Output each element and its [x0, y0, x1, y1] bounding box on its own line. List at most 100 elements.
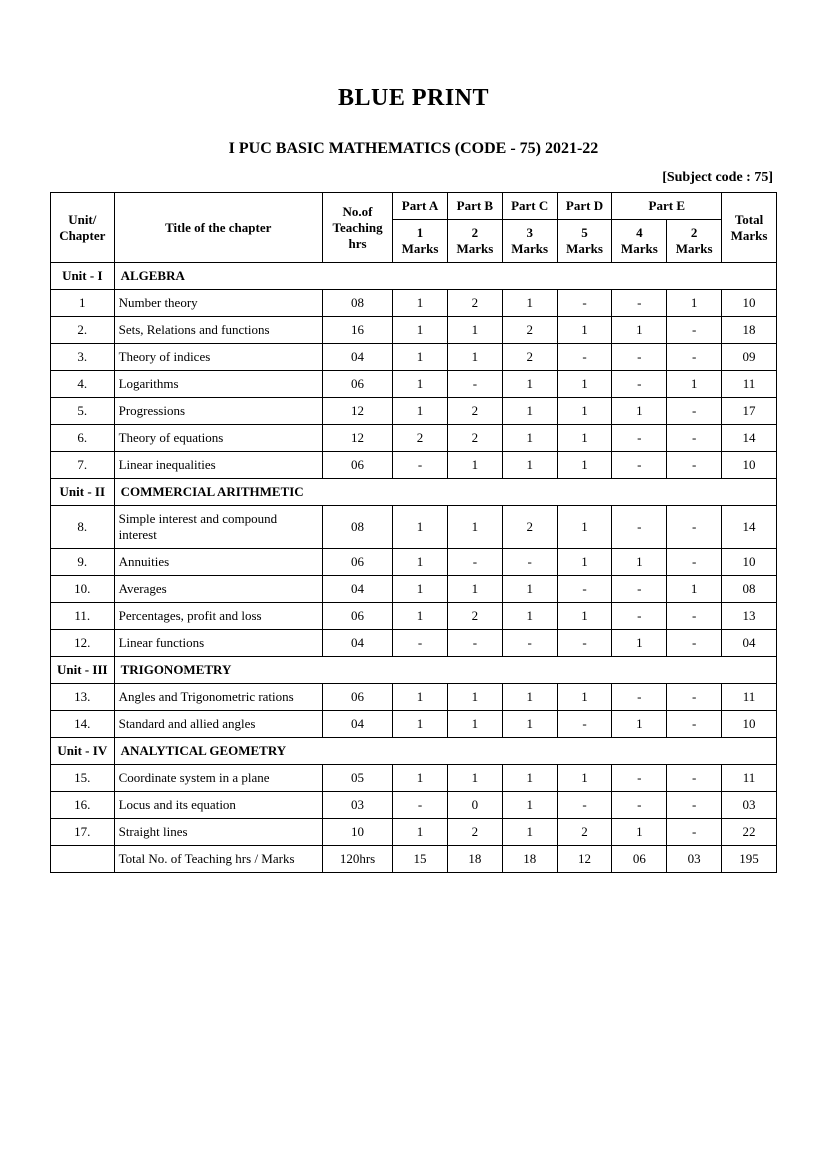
cell-e1: - — [612, 792, 667, 819]
table-row: 4. Logarithms 06 1 - 1 1 - 1 11 — [51, 371, 777, 398]
hdr-total: Total Marks — [722, 193, 777, 263]
cell-c: 2 — [502, 317, 557, 344]
cell-total: 14 — [722, 506, 777, 549]
ch-title: Linear functions — [114, 630, 322, 657]
ch-hrs: 12 — [322, 425, 392, 452]
cell-c: 1 — [502, 371, 557, 398]
cell-total: 10 — [722, 452, 777, 479]
table-row: 5. Progressions 12 1 2 1 1 1 - 17 — [51, 398, 777, 425]
hdr-part-e: Part E — [612, 193, 722, 220]
cell-e1: 1 — [612, 630, 667, 657]
cell-d: - — [557, 792, 612, 819]
cell-a: 1 — [393, 711, 448, 738]
hdr-part-c: Part C — [502, 193, 557, 220]
ch-no: 5. — [51, 398, 115, 425]
cell-c: 1 — [502, 765, 557, 792]
ch-no: 2. — [51, 317, 115, 344]
table-body: Unit - I ALGEBRA 1 Number theory 08 1 2 … — [51, 263, 777, 873]
cell-e1: - — [612, 344, 667, 371]
cell-d: - — [557, 576, 612, 603]
ch-hrs: 06 — [322, 371, 392, 398]
ch-hrs: 08 — [322, 290, 392, 317]
cell-c: 1 — [502, 398, 557, 425]
ch-no: 10. — [51, 576, 115, 603]
cell-e1: - — [612, 506, 667, 549]
cell-d: - — [557, 290, 612, 317]
hdr-unit: Unit/ Chapter — [51, 193, 115, 263]
cell-b: 1 — [447, 684, 502, 711]
table-row: 15. Coordinate system in a plane 05 1 1 … — [51, 765, 777, 792]
cell-d: 2 — [557, 819, 612, 846]
cell-e2: - — [667, 398, 722, 425]
table-row: 9. Annuities 06 1 - - 1 1 - 10 — [51, 549, 777, 576]
cell-c: 1 — [502, 792, 557, 819]
table-header: Unit/ Chapter Title of the chapter No.of… — [51, 193, 777, 263]
cell-b: 1 — [447, 344, 502, 371]
cell-b: - — [447, 371, 502, 398]
ch-title: Sets, Relations and functions — [114, 317, 322, 344]
cell-e1: 1 — [612, 711, 667, 738]
cell-a: - — [393, 630, 448, 657]
cell-c: 1 — [502, 711, 557, 738]
cell-c: 1 — [502, 684, 557, 711]
cell-c: 2 — [502, 344, 557, 371]
table-row: 11. Percentages, profit and loss 06 1 2 … — [51, 603, 777, 630]
cell-d: 1 — [557, 506, 612, 549]
ch-hrs: 04 — [322, 630, 392, 657]
total-e1: 06 — [612, 846, 667, 873]
total-blank — [51, 846, 115, 873]
cell-c: 1 — [502, 576, 557, 603]
ch-title: Angles and Trigonometric rations — [114, 684, 322, 711]
cell-e2: - — [667, 630, 722, 657]
cell-e1: 1 — [612, 398, 667, 425]
ch-hrs: 10 — [322, 819, 392, 846]
hdr-title: Title of the chapter — [114, 193, 322, 263]
total-c: 18 — [502, 846, 557, 873]
hdr-part-d: Part D — [557, 193, 612, 220]
unit-3-name: TRIGONOMETRY — [114, 657, 776, 684]
total-label: Total No. of Teaching hrs / Marks — [114, 846, 322, 873]
page-title: BLUE PRINT — [50, 85, 777, 112]
cell-e2: - — [667, 549, 722, 576]
table-row: 10. Averages 04 1 1 1 - - 1 08 — [51, 576, 777, 603]
cell-e2: - — [667, 603, 722, 630]
ch-no: 14. — [51, 711, 115, 738]
ch-hrs: 06 — [322, 684, 392, 711]
cell-total: 08 — [722, 576, 777, 603]
cell-total: 13 — [722, 603, 777, 630]
cell-total: 11 — [722, 371, 777, 398]
cell-d: 1 — [557, 371, 612, 398]
ch-no: 7. — [51, 452, 115, 479]
hdr-marks-e2: 2 Marks — [667, 220, 722, 263]
ch-no: 16. — [51, 792, 115, 819]
hdr-part-b: Part B — [447, 193, 502, 220]
hdr-marks-d: 5 Marks — [557, 220, 612, 263]
cell-a: 1 — [393, 317, 448, 344]
cell-e2: - — [667, 506, 722, 549]
cell-e2: - — [667, 317, 722, 344]
cell-c: - — [502, 549, 557, 576]
ch-hrs: 04 — [322, 344, 392, 371]
table-row: 1 Number theory 08 1 2 1 - - 1 10 — [51, 290, 777, 317]
ch-title: Linear inequalities — [114, 452, 322, 479]
hdr-marks-c: 3 Marks — [502, 220, 557, 263]
total-a: 15 — [393, 846, 448, 873]
subject-code: [Subject code : 75] — [50, 170, 777, 186]
ch-title: Simple interest and compound interest — [114, 506, 322, 549]
cell-total: 04 — [722, 630, 777, 657]
cell-d: 1 — [557, 603, 612, 630]
hdr-marks-a: 1 Marks — [393, 220, 448, 263]
ch-no: 3. — [51, 344, 115, 371]
cell-d: - — [557, 711, 612, 738]
cell-b: 1 — [447, 765, 502, 792]
ch-title: Theory of indices — [114, 344, 322, 371]
cell-total: 10 — [722, 549, 777, 576]
cell-e1: - — [612, 603, 667, 630]
ch-no: 11. — [51, 603, 115, 630]
cell-b: 2 — [447, 819, 502, 846]
ch-no: 8. — [51, 506, 115, 549]
cell-a: 1 — [393, 684, 448, 711]
ch-title: Locus and its equation — [114, 792, 322, 819]
ch-hrs: 08 — [322, 506, 392, 549]
cell-total: 22 — [722, 819, 777, 846]
